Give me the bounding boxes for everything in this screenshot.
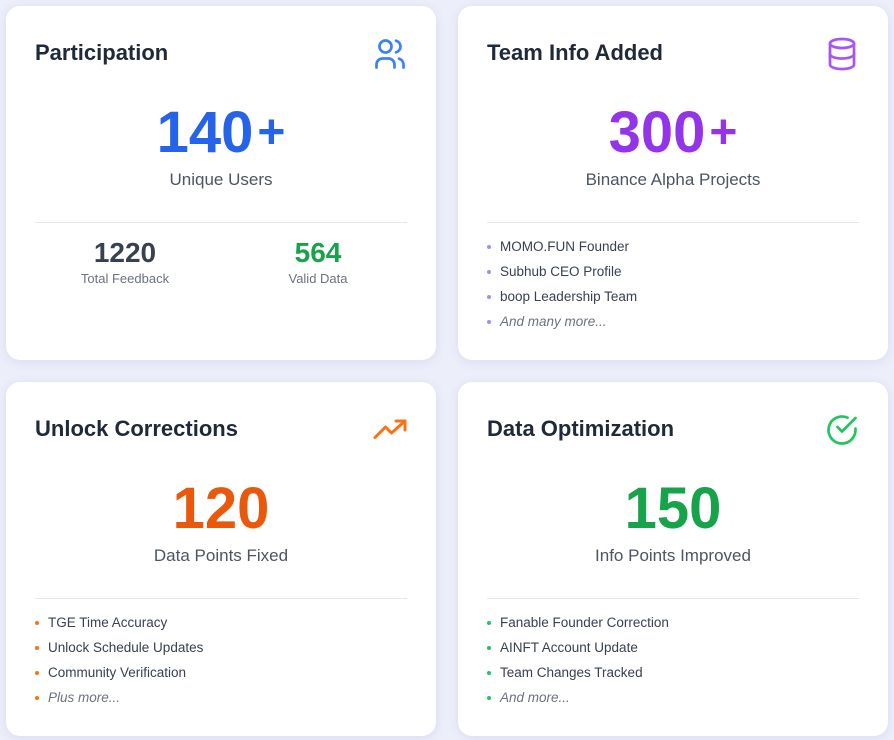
list: TGE Time Accuracy Unlock Schedule Updates… [35,612,203,712]
card: Unlock Corrections 120 Data Points Fixed… [6,382,436,736]
card-title: Unlock Corrections [35,416,238,441]
card-title: Team Info Added [487,40,663,65]
card-title: Participation [35,40,169,65]
list-item: Team Changes Tracked [487,662,669,687]
list-item: AINFT Account Update [487,637,669,662]
big-number: 300+ [458,100,888,166]
value: 150 [624,476,722,541]
subtitle: Data Points Fixed [153,546,289,565]
card-title: Data Optimization [487,416,675,441]
stat: 1220 Total Feedback [35,236,215,288]
divider [487,222,859,223]
big-number: 150 [458,476,888,542]
stat-value: 564 [294,237,342,268]
list-item: Fanable Founder Correction [487,612,669,637]
list-item: Unlock Schedule Updates [35,637,203,662]
list: Fanable Founder Correction AINFT Account … [487,612,669,712]
stat: 564 Valid Data [228,236,408,288]
list: MOMO.FUN Founder Subhub CEO Profile boop L… [487,236,637,336]
stat-value: 1220 [93,237,157,268]
card: Participation 140+ Unique Users 1220 Tot… [6,6,436,360]
list-item: boop Leadership Team [487,286,637,311]
subtitle: Binance Alpha Projects [585,170,761,189]
divider [487,598,859,599]
stat-label: Valid Data [288,271,348,286]
stat-label: Total Feedback [80,271,170,286]
list-more: Plus more... [35,687,203,712]
list-more: And many more... [487,311,637,336]
divider [35,598,407,599]
big-number: 120 [6,476,436,542]
divider [35,222,407,223]
value: 300 [608,100,706,165]
card: Team Info Added 300+ Binance Alpha Proje… [458,6,888,360]
list-item: TGE Time Accuracy [35,612,203,637]
value: 120 [172,476,270,541]
big-number: 140+ [6,100,436,166]
list-more: And more... [487,687,669,712]
suffix: + [709,106,738,159]
subtitle: Info Points Improved [595,546,751,565]
subtitle: Unique Users [169,170,273,189]
check-icon [827,415,857,445]
database-icon [828,37,856,71]
list-item: Community Verification [35,662,203,687]
trend-icon [373,419,407,439]
list-item: Subhub CEO Profile [487,261,637,286]
value: 140 [156,100,254,165]
card: Data Optimization 150 Info Points Improv… [458,382,888,736]
suffix: + [257,106,286,159]
list-item: MOMO.FUN Founder [487,236,637,261]
users-icon [375,39,405,69]
